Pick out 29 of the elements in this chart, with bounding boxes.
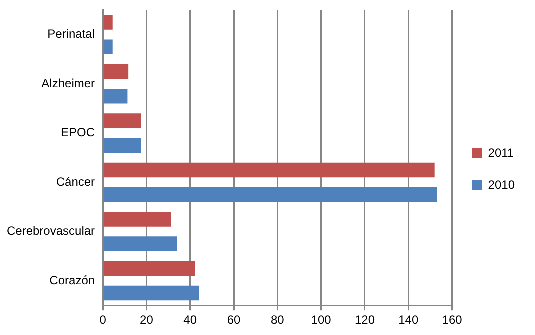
y-tick-label: EPOC	[61, 126, 96, 140]
bar	[104, 212, 172, 227]
x-tick-label: 140	[398, 313, 419, 328]
legend-label: 2010	[488, 178, 516, 192]
bar	[104, 88, 128, 104]
legend-label: 2011	[488, 146, 514, 160]
x-tick-label: 160	[442, 313, 463, 328]
x-tick-label: 100	[311, 313, 332, 328]
x-tick-label: 0	[100, 313, 107, 328]
bar	[104, 138, 142, 153]
bar	[104, 114, 142, 128]
bar	[104, 187, 438, 202]
bar	[104, 162, 435, 178]
y-tick-label: Alzheimer	[42, 76, 96, 90]
bar	[104, 286, 200, 301]
x-tick-label: 20	[140, 313, 154, 328]
x-tick-label: 120	[354, 313, 376, 328]
x-tick-label: 80	[270, 313, 285, 328]
bar	[104, 261, 196, 276]
y-tick-label: Cerebrovascular	[6, 224, 96, 238]
bar	[104, 15, 113, 30]
x-tick-label: 60	[227, 313, 242, 328]
x-tick-label: 40	[184, 313, 198, 328]
bar	[104, 40, 113, 55]
bar	[104, 236, 178, 252]
y-tick-label: Cáncer	[56, 174, 96, 189]
y-tick-label: Corazón	[50, 273, 96, 288]
bar	[104, 64, 129, 80]
y-tick-label: Perinatal	[48, 27, 96, 42]
